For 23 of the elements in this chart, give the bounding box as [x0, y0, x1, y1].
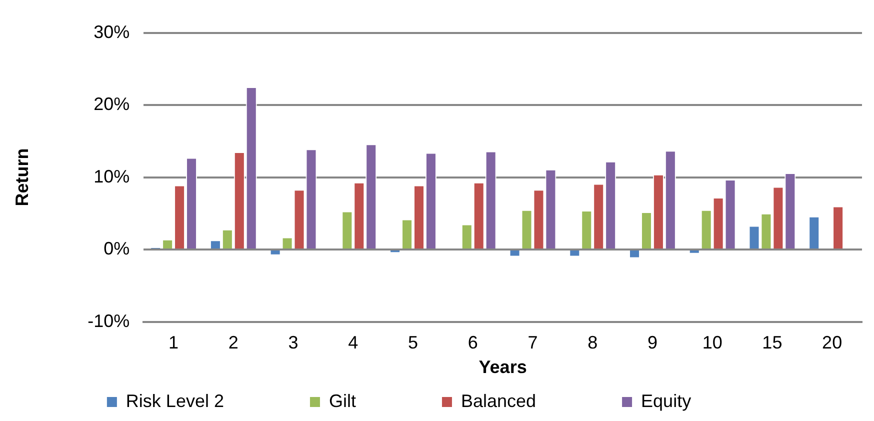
x-tick-label: 7	[528, 332, 538, 353]
x-tick-label: 15	[762, 332, 782, 353]
legend-label: Balanced	[460, 390, 608, 411]
x-tick-label: 2	[228, 332, 238, 353]
x-tick-label: 1	[168, 332, 179, 353]
x-axis-title: Years	[478, 357, 527, 378]
x-tick-label: 8	[588, 332, 598, 353]
x-tick-label: 4	[348, 332, 358, 353]
y-tick-label: -10%	[88, 310, 130, 331]
y-axis-title: Return	[12, 148, 32, 206]
x-tick-label: 20	[822, 332, 842, 353]
legend-label: Risk Level 2	[126, 390, 296, 411]
x-tick-label: 5	[408, 332, 418, 353]
legend-label: Gilt	[328, 390, 428, 411]
x-tick-label: 9	[647, 332, 658, 353]
y-tick-label: 0%	[104, 238, 130, 259]
y-tick-label: 20%	[94, 94, 130, 114]
x-tick-label: 3	[288, 332, 298, 353]
y-tick-label: 30%	[94, 22, 130, 42]
x-tick-label: 6	[468, 332, 478, 353]
x-tick-label: 10	[702, 332, 722, 353]
y-tick-label: 10%	[94, 166, 130, 186]
legend-label: Equity	[641, 390, 764, 411]
